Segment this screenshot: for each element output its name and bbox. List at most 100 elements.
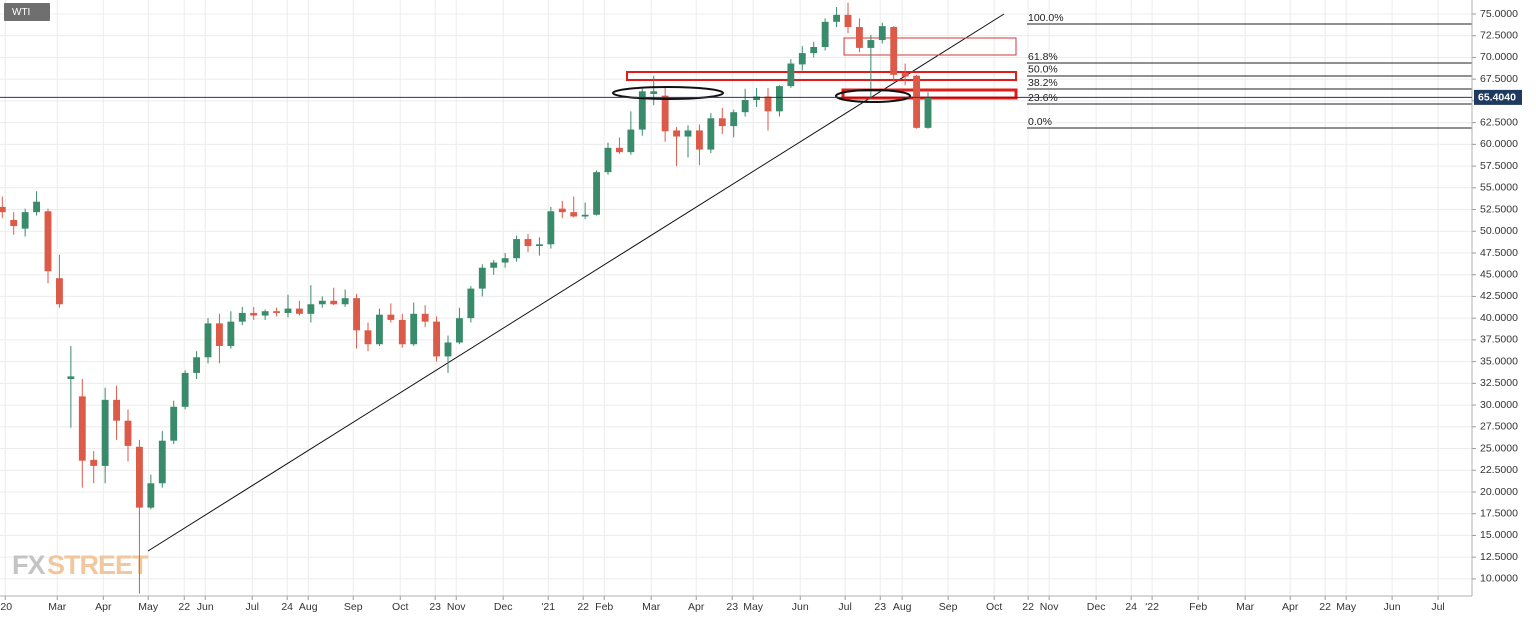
candle-body	[33, 201, 40, 213]
y-tick-label: 32.5000	[1480, 377, 1518, 389]
candle-body	[810, 47, 818, 54]
candle-body	[56, 278, 63, 305]
candle-body	[867, 40, 875, 48]
y-tick-label: 27.5000	[1480, 421, 1518, 433]
y-tick-label: 20.0000	[1480, 486, 1518, 498]
y-tick-label: 70.0000	[1480, 51, 1518, 63]
fib-label: 61.8%	[1028, 51, 1058, 63]
candle-body	[730, 112, 738, 127]
fib-layer: 100.0%61.8%50.0%38.2%23.6%0.0%	[1027, 12, 1472, 129]
x-tick-label: Apr	[688, 601, 705, 613]
x-tick-label: 22	[1319, 601, 1331, 613]
candle-body	[44, 211, 52, 272]
candle-body	[136, 446, 143, 508]
candle-body	[776, 86, 783, 112]
candle-body	[421, 313, 429, 322]
watermark: FX STREET	[12, 550, 150, 580]
x-tick-label: Aug	[299, 601, 318, 613]
candle-body	[101, 399, 109, 466]
candle-body	[707, 118, 715, 150]
y-tick-label: 37.5000	[1480, 334, 1518, 346]
candle-body	[718, 118, 726, 127]
candle-body	[261, 311, 269, 316]
candle-body	[890, 27, 898, 75]
candle-layer	[0, 2, 932, 594]
x-tick-label: Jul	[246, 601, 259, 613]
candle-body	[673, 130, 680, 137]
candle-body	[387, 314, 395, 320]
fib-label: 38.2%	[1028, 77, 1058, 89]
y-tick-label: 40.0000	[1480, 312, 1518, 324]
x-tick-label: Apr	[1282, 601, 1299, 613]
candle-body	[616, 147, 623, 153]
fib-label: 50.0%	[1028, 64, 1058, 76]
x-tick-label: Mar	[48, 601, 67, 613]
x-tick-label: 23	[874, 601, 886, 613]
x-tick-label: 22	[178, 601, 190, 613]
candle-body	[478, 267, 486, 289]
x-tick-label: Sep	[939, 601, 958, 613]
x-tick-label: Dec	[1087, 601, 1106, 613]
x-tick-label: May	[743, 601, 764, 613]
y-tick-label: 35.0000	[1480, 355, 1518, 367]
candle-body	[558, 208, 566, 213]
y-tick-label: 25.0000	[1480, 442, 1518, 454]
candle-body	[170, 406, 178, 441]
y-tick-label: 50.0000	[1480, 225, 1518, 237]
x-tick-label: '20	[0, 601, 12, 613]
current-price-label: 65.4040	[1478, 92, 1516, 104]
x-tick-label: Feb	[1189, 601, 1207, 613]
x-tick-label: '21	[541, 601, 555, 613]
x-tick-label: Aug	[893, 601, 912, 613]
y-tick-label: 15.0000	[1480, 529, 1518, 541]
candle-body	[444, 342, 452, 357]
candle-body	[467, 288, 475, 319]
candle-body	[638, 91, 646, 130]
y-tick-label: 72.5000	[1480, 29, 1518, 41]
x-tick-label: 22	[577, 601, 589, 613]
y-tick-label: 47.5000	[1480, 247, 1518, 259]
x-tick-label: Jun	[792, 601, 809, 613]
y-tick-label: 52.5000	[1480, 203, 1518, 215]
candle-body	[147, 483, 155, 508]
candle-body	[21, 212, 29, 229]
candle-body	[433, 321, 440, 357]
candle-body	[364, 330, 372, 345]
candle-body	[524, 239, 532, 247]
x-tick-label: 23	[429, 601, 441, 613]
candle-body	[833, 14, 840, 22]
candle-body	[536, 244, 543, 247]
candle-body	[913, 75, 920, 128]
x-tick-label: Mar	[642, 601, 661, 613]
x-tick-label: Jul	[1431, 601, 1444, 613]
candle-body	[353, 298, 360, 331]
candle-body	[696, 130, 703, 150]
candle-body	[307, 304, 315, 314]
watermark-fx: FX	[12, 550, 45, 580]
x-tick-label: 23	[726, 601, 738, 613]
candle-body	[684, 130, 692, 137]
highlight-ellipse	[835, 89, 911, 103]
x-tick-label: Sep	[344, 601, 363, 613]
candle-body	[593, 172, 600, 215]
candle-body	[604, 147, 612, 173]
candle-body	[330, 300, 338, 305]
candle-body	[547, 211, 555, 245]
candle-body	[878, 26, 886, 41]
x-tick-label: 24	[281, 601, 293, 613]
x-tick-label: Oct	[986, 601, 1002, 613]
candle-body	[90, 459, 98, 466]
candle-body	[627, 129, 635, 153]
current-price-badge	[1474, 89, 1522, 105]
candle-body	[273, 311, 280, 313]
x-tick-label: May	[1336, 601, 1357, 613]
candle-body	[901, 73, 909, 77]
x-tick-label: Feb	[595, 601, 613, 613]
candle-body	[581, 214, 589, 217]
resistance-box	[626, 71, 1017, 81]
candle-body	[856, 27, 863, 48]
candle-body	[753, 96, 760, 101]
x-tick-label: May	[138, 601, 159, 613]
